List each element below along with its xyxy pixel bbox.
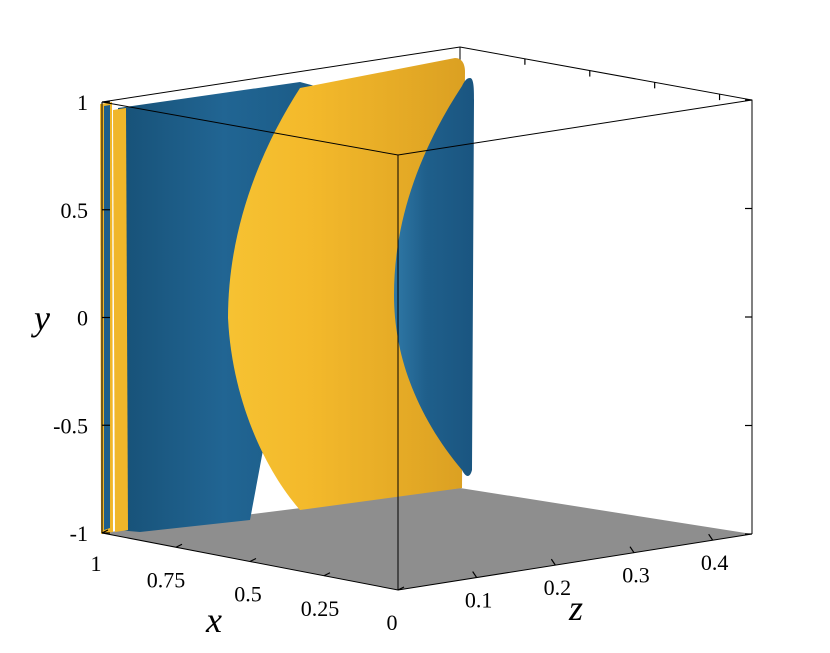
x-axis-title: x [205, 600, 222, 640]
x-tick-label: 0.25 [301, 596, 340, 621]
x-tick-label: 0.5 [234, 582, 262, 607]
y-tick-label: 1 [77, 90, 88, 115]
axis-titles: y x z [31, 298, 583, 640]
surface-yellow-main [228, 58, 465, 510]
z-tick-3 [708, 533, 714, 541]
x-tick-0 [101, 529, 109, 534]
tick-marks [101, 58, 752, 591]
surface-yellow-strip [113, 108, 128, 532]
y-axis-title: y [31, 298, 50, 338]
z-axis-title: z [568, 588, 583, 628]
z-tick-1 [550, 558, 556, 566]
x-tick-3 [323, 572, 331, 577]
x-tick-label: 0 [387, 610, 398, 635]
z-tick-label: 0.3 [622, 563, 650, 588]
z-tick-label: 0.4 [701, 550, 729, 575]
y-tick-label: 0.5 [61, 198, 89, 223]
x-tick-2 [249, 557, 257, 563]
x-tick-4 [397, 586, 405, 591]
y-tick-label: -0.5 [53, 413, 88, 438]
z-tick-0 [472, 571, 478, 578]
y-tick-label: -1 [70, 521, 88, 546]
y-tick-label: 0 [77, 306, 88, 331]
x-tick-label: 1 [91, 551, 102, 576]
floor-plane [102, 488, 752, 590]
surface-blue-front [394, 78, 474, 476]
x-tick-label: 0.75 [147, 567, 186, 592]
z-tick-label: 0.2 [544, 575, 572, 600]
z-tick-2 [629, 546, 635, 553]
isosurfaces [100, 58, 474, 534]
x-tick-1 [175, 543, 183, 548]
z-tick-label: 0.1 [465, 588, 493, 613]
